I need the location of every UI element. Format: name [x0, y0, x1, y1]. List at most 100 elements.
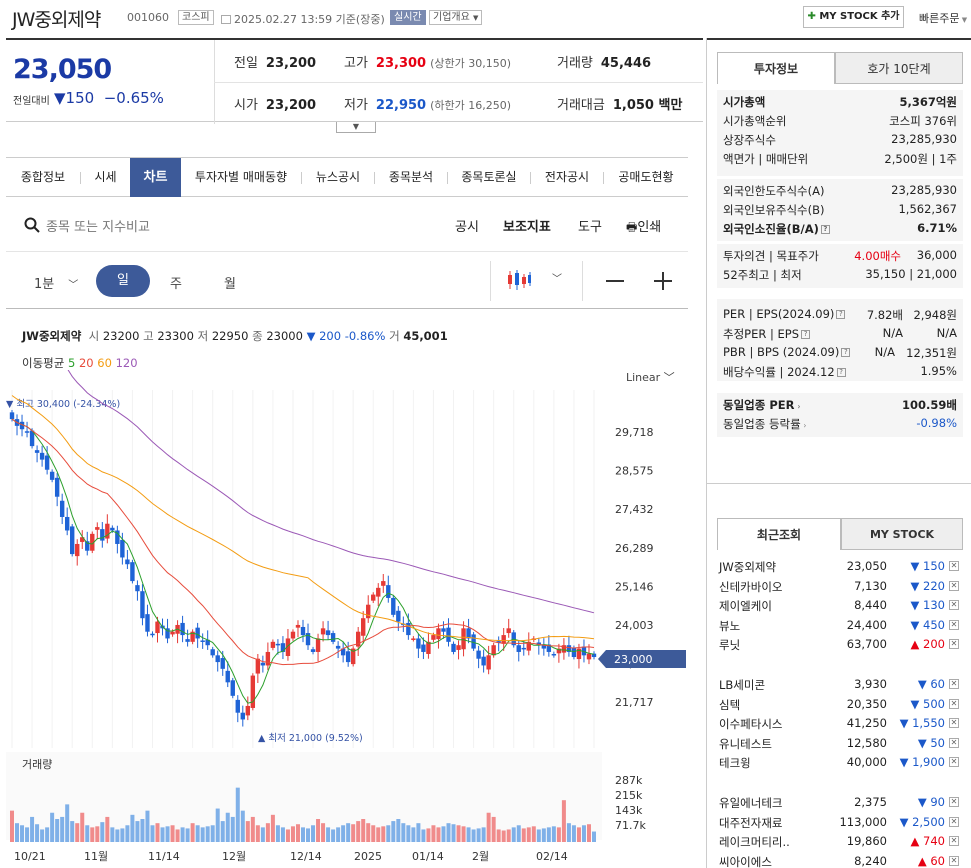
candle: [230, 680, 235, 696]
tab-news[interactable]: 뉴스공시: [315, 170, 361, 184]
close-icon[interactable]: ✕: [949, 855, 959, 866]
close-icon[interactable]: ✕: [949, 619, 959, 630]
corp-overview-dropdown[interactable]: 기업개요 ▼: [429, 10, 483, 25]
period-month-button[interactable]: 월: [224, 277, 236, 292]
zoom-out-icon[interactable]: [606, 280, 624, 282]
list-item[interactable]: 제이엘케이 8,440 ▼ 130 ✕: [719, 595, 959, 615]
candle: [210, 649, 215, 656]
price-chart[interactable]: Linear ﹀ ▼ 최고 30,400 (-24.34%) 29,718 28,57…: [0, 370, 700, 868]
close-icon[interactable]: ✕: [949, 816, 959, 827]
list-item[interactable]: 레이크머티리.. 19,860 ▲ 740 ✕: [719, 831, 959, 851]
list-item[interactable]: 대주전자재료 113,000 ▼ 2,500 ✕: [719, 812, 959, 832]
disclosure-tool-button[interactable]: 공시: [455, 220, 479, 235]
expand-toggle-button[interactable]: ▼: [336, 122, 376, 133]
tab-orderbook[interactable]: 호가 10단계: [835, 52, 963, 84]
list-item[interactable]: 씨아이에스 8,240 ▲ 60 ✕: [719, 851, 959, 868]
volume-bar: [371, 825, 376, 842]
foreign-exhaust-value: 6.71%: [917, 221, 957, 235]
close-icon[interactable]: ✕: [949, 561, 959, 571]
help-icon[interactable]: ?: [801, 330, 811, 339]
tab-separator: [447, 172, 448, 184]
volume-bar: [230, 816, 235, 842]
close-icon[interactable]: ✕: [949, 580, 959, 591]
help-icon[interactable]: ?: [820, 225, 830, 234]
close-icon[interactable]: ✕: [949, 836, 959, 847]
candle: [315, 638, 321, 652]
tab-discussion[interactable]: 종목토론실: [461, 170, 517, 184]
period-day-button[interactable]: 일: [96, 265, 150, 297]
volume-bar: [245, 821, 250, 842]
candlestick-chart-icon[interactable]: [506, 268, 532, 292]
candle: [150, 633, 155, 636]
list-item[interactable]: 뷰노 24,400 ▼ 450 ✕: [719, 615, 959, 635]
help-icon[interactable]: ?: [836, 368, 846, 377]
period-minute-dropdown[interactable]: 1분 ﹀: [34, 273, 78, 292]
volume-bar: [571, 825, 576, 842]
corp-overview-label: 기업개요: [433, 12, 470, 23]
tab-quotes[interactable]: 시세: [94, 170, 117, 184]
volume-bar: [220, 821, 225, 842]
help-icon[interactable]: ?: [841, 348, 851, 357]
chart-type-chevron-icon[interactable]: ﹀: [552, 274, 562, 285]
tab-short-selling[interactable]: 공매도현황: [618, 170, 674, 184]
ohlc-high: 23300: [157, 329, 194, 343]
volume-bar: [225, 812, 230, 842]
indicator-tool-button[interactable]: 보조지표: [503, 220, 551, 235]
candle: [125, 559, 130, 565]
list-item[interactable]: 유니테스트 12,580 ▼ 50 ✕: [719, 733, 959, 753]
close-icon[interactable]: ✕: [949, 698, 959, 709]
list-item[interactable]: LB세미콘 3,930 ▼ 60 ✕: [719, 674, 959, 694]
tab-overview[interactable]: 종합정보: [20, 170, 66, 184]
candle: [85, 541, 90, 551]
close-icon[interactable]: ✕: [949, 639, 959, 650]
close-icon[interactable]: ✕: [949, 718, 959, 729]
candle: [506, 628, 511, 634]
zoom-in-icon[interactable]: [654, 272, 672, 290]
search-icon[interactable]: [24, 217, 40, 233]
tab-analysis[interactable]: 종목분석: [388, 170, 434, 184]
stock-price: 40,000: [846, 755, 887, 770]
stock-price: 7,130: [854, 578, 887, 593]
volume-bar: [592, 831, 596, 842]
candle: [275, 643, 281, 646]
bps-value: 12,351원: [906, 346, 957, 360]
industry-per-label[interactable]: 동일업종 PER ›: [723, 397, 801, 413]
tab-my-stock[interactable]: MY STOCK: [841, 518, 963, 550]
industry-change-label[interactable]: 동일업종 등락률 ›: [723, 416, 806, 432]
candle: [486, 655, 491, 670]
volume-bar: [516, 825, 521, 842]
tab-invest-info[interactable]: 투자정보: [717, 52, 835, 84]
candle: [180, 622, 185, 636]
print-button[interactable]: 🖶인쇄: [626, 216, 661, 239]
candle: [546, 644, 552, 652]
close-icon[interactable]: ✕: [949, 600, 959, 611]
add-mystock-button[interactable]: ✚ MY STOCK 추가: [803, 6, 904, 28]
period-week-button[interactable]: 주: [170, 277, 182, 292]
trade-amount: 거래대금 1,050 백만: [557, 94, 682, 113]
list-item[interactable]: 테크윙 40,000 ▼ 1,900 ✕: [719, 752, 959, 772]
tab-investor-trends[interactable]: 투자자별 매매동향: [194, 170, 288, 184]
list-item[interactable]: 심텍 20,350 ▼ 500 ✕: [719, 694, 959, 714]
list-item[interactable]: 유일에너테크 2,375 ▼ 90 ✕: [719, 792, 959, 812]
ohlc-volume-label: 거: [389, 329, 400, 343]
volume-bar: [456, 825, 461, 842]
compare-search-input[interactable]: 종목 또는 지수비교: [46, 220, 150, 235]
volume-bar: [270, 814, 275, 842]
list-item[interactable]: 루닛 63,700 ▲ 200 ✕: [719, 634, 959, 654]
close-icon[interactable]: ✕: [949, 757, 959, 768]
list-item[interactable]: 이수페타시스 41,250 ▼ 1,550 ✕: [719, 713, 959, 733]
tab-disclosure[interactable]: 전자공시: [544, 170, 590, 184]
close-icon[interactable]: ✕: [949, 679, 959, 689]
list-item[interactable]: 신테카바이오 7,130 ▼ 220 ✕: [719, 576, 959, 596]
tab-chart[interactable]: 차트: [130, 158, 181, 197]
volume-bar: [85, 825, 90, 842]
quick-order-button[interactable]: 빠른주문 ▼: [919, 10, 967, 26]
help-icon[interactable]: ?: [836, 310, 846, 319]
drawing-tool-button[interactable]: 도구: [578, 220, 602, 235]
divider: [582, 261, 583, 301]
close-icon[interactable]: ✕: [949, 797, 959, 807]
list-item[interactable]: JW중외제약 23,050 ▼ 150 ✕: [719, 556, 959, 576]
tab-recent-viewed[interactable]: 최근조회: [717, 518, 841, 550]
close-icon[interactable]: ✕: [949, 737, 959, 748]
dividend-label: 배당수익률 | 2024.12?: [723, 364, 846, 380]
